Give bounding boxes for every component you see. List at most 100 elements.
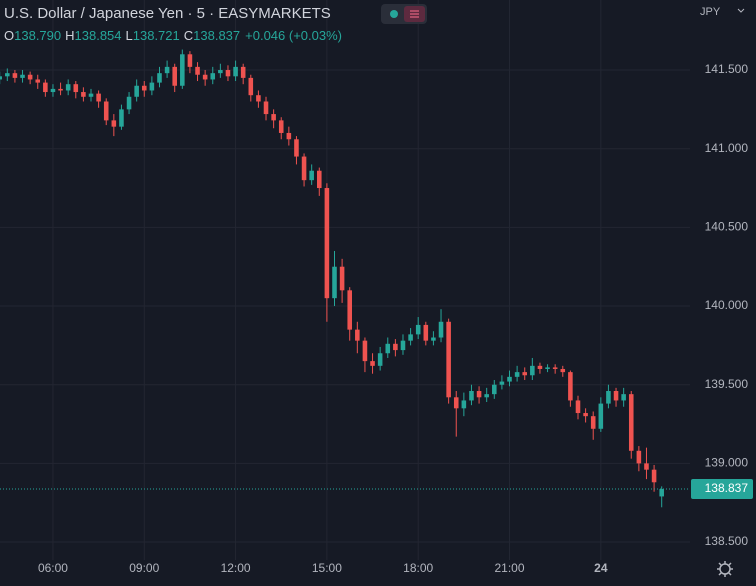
candle-body	[644, 463, 649, 470]
x-tick-label: 15:00	[312, 561, 342, 575]
candle-body	[294, 139, 299, 157]
y-tick-label: 140.500	[705, 220, 749, 234]
y-tick-label: 141.500	[705, 62, 749, 76]
x-tick-label: 18:00	[403, 561, 433, 575]
candle-body	[58, 88, 63, 91]
candle-body	[651, 469, 657, 483]
legend-value: 138.721	[133, 28, 180, 43]
x-tick-label: 24	[594, 561, 608, 575]
legend-value: 138.837	[193, 28, 240, 43]
candle-body	[408, 334, 413, 341]
candle-body	[233, 66, 238, 77]
candle-body	[621, 394, 626, 401]
candle-body	[240, 66, 246, 78]
candle-body	[20, 74, 25, 78]
candle-body	[0, 76, 2, 80]
candle-body	[256, 95, 261, 102]
y-tick-label: 138.500	[705, 534, 749, 548]
candle-body	[27, 74, 33, 80]
candle-body	[347, 290, 353, 330]
candle-body	[126, 96, 132, 110]
candle-body	[187, 54, 193, 67]
candle-body	[628, 394, 634, 451]
candle-body	[141, 85, 147, 91]
y-tick-label: 140.000	[705, 298, 749, 312]
candle-body	[659, 489, 664, 497]
candle-body	[583, 413, 588, 417]
candle-body	[568, 372, 573, 401]
candle-body	[339, 266, 345, 291]
candle-body	[180, 54, 185, 86]
candle-body	[507, 376, 512, 382]
candle-body	[423, 324, 429, 341]
candle-body	[545, 367, 550, 369]
legend-value: 138.790	[14, 28, 61, 43]
y-tick-label: 139.500	[705, 377, 749, 391]
candle-body	[469, 391, 474, 401]
candle-body	[613, 391, 619, 401]
currency[interactable]: JPY	[700, 6, 721, 18]
candle-body	[5, 73, 10, 77]
candle-body	[514, 372, 520, 377]
candle-body	[446, 321, 451, 398]
candle-body	[438, 321, 444, 338]
settings-icon[interactable]	[717, 561, 733, 577]
candle-body	[453, 397, 459, 409]
candle-body	[278, 120, 284, 133]
candle-body	[225, 70, 231, 77]
status-dot	[390, 10, 398, 18]
candle-body	[552, 367, 558, 369]
currency-arrow	[737, 8, 745, 13]
legend-key: C	[184, 28, 193, 43]
legend-value: 138.854	[75, 28, 122, 43]
candle-body	[172, 66, 177, 86]
candle-body	[400, 340, 406, 351]
candle-body	[362, 340, 368, 362]
x-tick-label: 12:00	[221, 561, 251, 575]
candle-body	[271, 114, 276, 121]
candle-body	[111, 120, 117, 127]
candle-body	[476, 391, 482, 398]
candle-body	[210, 73, 216, 80]
candle-body	[202, 74, 208, 80]
grid	[0, 0, 690, 560]
candle-body	[119, 109, 124, 127]
candle-body	[393, 343, 398, 351]
candle-body	[492, 384, 497, 395]
candle-body	[65, 84, 71, 91]
chart-title: U.S. Dollar / Japanese Yen · 5 · EASYMAR…	[4, 5, 331, 22]
candle-body	[35, 79, 41, 83]
candle-body	[590, 416, 596, 429]
candle-body	[355, 329, 360, 341]
candle-body	[263, 101, 269, 115]
candle-body	[499, 381, 505, 385]
candle-body	[606, 391, 611, 404]
ohlc-legend: O138.790 H138.854 L138.721 C138.837 +0.046 (…	[4, 28, 342, 43]
candle-body	[332, 266, 337, 299]
candle-body	[598, 403, 604, 429]
x-tick-label: 06:00	[38, 561, 68, 575]
x-tick-label: 09:00	[129, 561, 159, 575]
candle-body	[301, 156, 307, 181]
candle-body	[50, 88, 56, 93]
candle-body	[575, 400, 581, 414]
candle-body	[149, 82, 155, 91]
candle-body	[12, 73, 18, 78]
candle-body	[324, 188, 330, 299]
candle-body	[96, 93, 101, 102]
candle-body	[636, 450, 642, 464]
candle-body	[43, 82, 48, 93]
candle-body	[370, 361, 375, 366]
candle-body	[484, 394, 489, 398]
candle-body	[248, 77, 254, 96]
legend-key: L	[126, 28, 133, 43]
candle-body	[309, 170, 314, 181]
candle-body	[134, 85, 139, 97]
candle-body	[530, 365, 535, 376]
candle-body	[157, 73, 162, 83]
last-price-box	[691, 479, 753, 500]
candle-body	[164, 66, 170, 74]
legend-key: O	[4, 28, 14, 43]
candle-body	[461, 400, 467, 409]
